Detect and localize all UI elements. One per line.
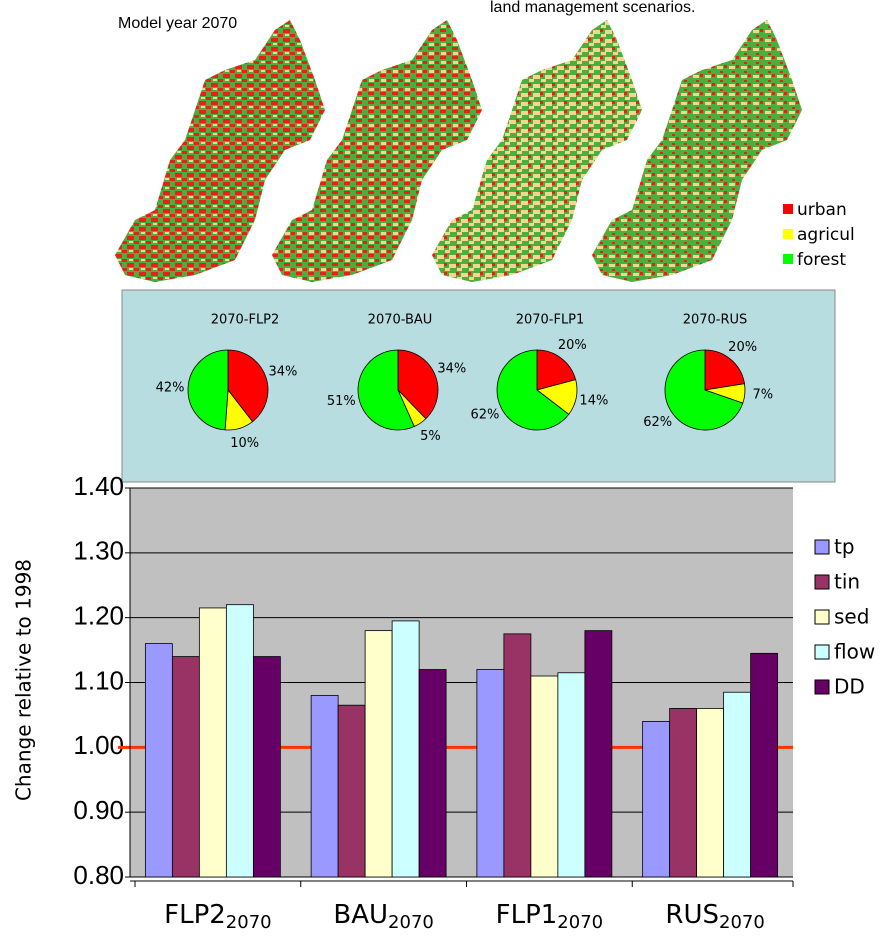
bar xyxy=(558,673,585,877)
category: FLP2 xyxy=(164,900,226,930)
bar xyxy=(365,631,392,877)
legend-label: urban xyxy=(797,200,847,220)
legend-label: flow xyxy=(834,640,875,664)
y-tick-label: 1.10 xyxy=(73,665,124,695)
bar xyxy=(670,708,697,877)
legend-label: agricul xyxy=(797,225,855,245)
y-tick-label: 1.30 xyxy=(73,536,124,566)
bar xyxy=(172,657,199,877)
bar xyxy=(697,708,724,877)
pie-label: 34% xyxy=(437,362,466,377)
y-axis-label: Change relative to 1998 xyxy=(12,559,36,801)
category-subscript: 2070 xyxy=(557,912,603,933)
pie-label: 34% xyxy=(268,364,297,379)
y-tick-label: 0.80 xyxy=(73,860,124,890)
bar xyxy=(392,621,419,877)
bar xyxy=(311,695,338,877)
legend-label: tin xyxy=(834,570,860,594)
x-tick-label: FLP22070 xyxy=(164,900,271,934)
legend-swatch xyxy=(815,680,829,694)
y-tick-label: 1.40 xyxy=(73,471,124,501)
y-tick-label: 0.90 xyxy=(73,795,124,825)
category-subscript: 2070 xyxy=(388,912,434,933)
category-subscript: 2070 xyxy=(719,912,765,933)
bar xyxy=(199,608,226,877)
legend-swatch xyxy=(815,540,829,554)
legend-swatch xyxy=(815,610,829,624)
category-subscript: 2070 xyxy=(226,912,272,933)
bar xyxy=(338,705,365,877)
bar xyxy=(504,634,531,877)
bar xyxy=(724,692,751,877)
x-tick-label: BAU2070 xyxy=(333,900,433,934)
bar xyxy=(145,644,172,877)
pie-label: 14% xyxy=(579,393,608,408)
legend-swatch xyxy=(815,575,829,589)
legend-swatch xyxy=(783,254,793,264)
y-tick-label: 1.00 xyxy=(73,730,124,760)
pie-title: 2070-FLP2 xyxy=(211,313,280,328)
bar xyxy=(585,631,612,877)
bar xyxy=(531,676,558,877)
pie-title: 2070-FLP1 xyxy=(516,313,585,328)
bar xyxy=(253,657,280,877)
bar xyxy=(751,653,778,877)
pie-label: 51% xyxy=(327,394,356,409)
maps xyxy=(115,20,802,282)
category: FLP1 xyxy=(496,900,558,930)
pie-label: 20% xyxy=(558,338,587,353)
pie-label: 5% xyxy=(420,429,441,444)
pie-label: 42% xyxy=(156,380,185,395)
pie-label: 10% xyxy=(230,436,259,451)
pie-label: 62% xyxy=(643,415,672,430)
y-tick-label: 1.20 xyxy=(73,601,124,631)
bar xyxy=(419,670,446,877)
legend-swatch xyxy=(815,645,829,659)
x-tick-label: FLP12070 xyxy=(496,900,603,934)
legend-label: DD xyxy=(834,675,865,699)
category: BAU xyxy=(333,900,388,930)
bar xyxy=(226,605,253,877)
category: RUS xyxy=(665,900,719,930)
pie-label: 7% xyxy=(752,387,773,402)
legend-swatch xyxy=(783,229,793,239)
figure: Model year 2070 land management scenario… xyxy=(0,0,895,943)
pie-title: 2070-RUS xyxy=(683,313,748,328)
legend-label: sed xyxy=(834,605,869,629)
x-tick-label: RUS2070 xyxy=(665,900,764,934)
legend-label: forest xyxy=(797,250,846,270)
pie-label: 20% xyxy=(728,340,757,355)
legend-label: tp xyxy=(834,535,855,559)
pie-title: 2070-BAU xyxy=(368,313,433,328)
caption: land management scenarios. xyxy=(490,0,695,16)
legend-swatch xyxy=(783,204,793,214)
model-year: Model year 2070 xyxy=(118,15,237,32)
bar xyxy=(643,721,670,877)
bar xyxy=(477,670,504,877)
pie-label: 62% xyxy=(471,407,500,422)
